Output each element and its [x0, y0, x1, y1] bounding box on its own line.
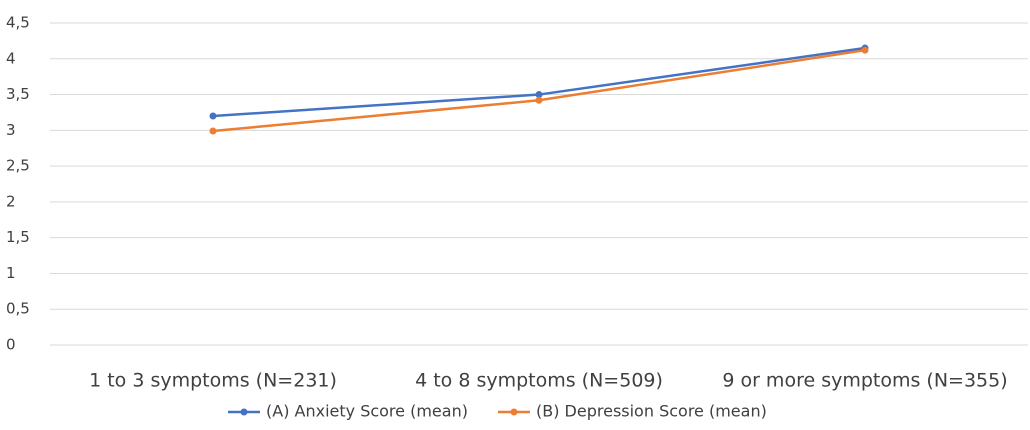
legend-marker [240, 408, 248, 416]
point [535, 91, 543, 99]
y-tick-label: 4 [6, 49, 16, 67]
point [535, 96, 543, 104]
y-tick-label: 3,5 [6, 85, 30, 103]
series-line [212, 46, 866, 118]
point [861, 46, 869, 54]
x-tick-label: 9 or more symptoms (N=355) [722, 370, 1007, 392]
y-tick-label: 4,5 [6, 14, 30, 32]
y-tick-label: 0 [6, 336, 16, 354]
y-tick-label: 1,5 [6, 228, 30, 246]
legend-label: (A) Anxiety Score (mean) [266, 402, 468, 421]
legend-label: (B) Depression Score (mean) [536, 402, 767, 421]
x-tick-label: 4 to 8 symptoms (N=509) [415, 370, 663, 392]
y-tick-label: 3 [6, 121, 16, 139]
y-tick-label: 2,5 [6, 157, 30, 175]
x-tick-label: 1 to 3 symptoms (N=231) [89, 370, 337, 392]
y-tick-label: 0,5 [6, 300, 30, 318]
legend-marker [510, 408, 518, 416]
y-tick-label: 1 [6, 264, 16, 282]
point [209, 112, 217, 120]
point [209, 127, 217, 135]
y-tick-label: 2 [6, 192, 16, 210]
